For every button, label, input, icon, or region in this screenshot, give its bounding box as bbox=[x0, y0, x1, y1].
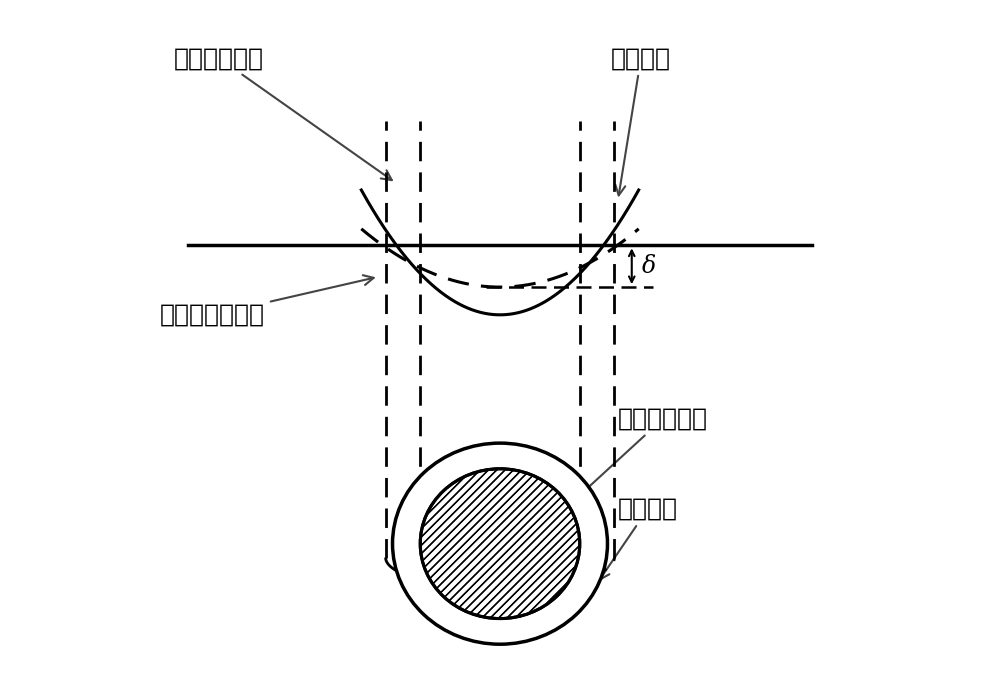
Ellipse shape bbox=[393, 443, 607, 644]
Text: 横截面积: 横截面积 bbox=[600, 497, 678, 579]
Text: 变形的微凸体: 变形的微凸体 bbox=[174, 46, 392, 180]
Text: δ: δ bbox=[642, 255, 656, 278]
Text: 未变形的微凸体: 未变形的微凸体 bbox=[160, 275, 374, 327]
Text: 刚性平面: 刚性平面 bbox=[611, 46, 671, 195]
Text: 真实接触面积: 真实接触面积 bbox=[572, 407, 708, 503]
Ellipse shape bbox=[420, 469, 580, 619]
